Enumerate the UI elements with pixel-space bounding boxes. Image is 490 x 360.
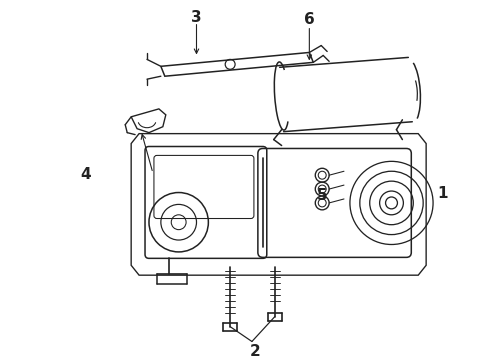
Text: 1: 1 bbox=[438, 185, 448, 201]
Text: 2: 2 bbox=[249, 344, 260, 359]
Text: 6: 6 bbox=[304, 12, 315, 27]
Text: 4: 4 bbox=[80, 167, 91, 182]
Text: 5: 5 bbox=[317, 189, 327, 203]
Text: 3: 3 bbox=[191, 10, 202, 25]
